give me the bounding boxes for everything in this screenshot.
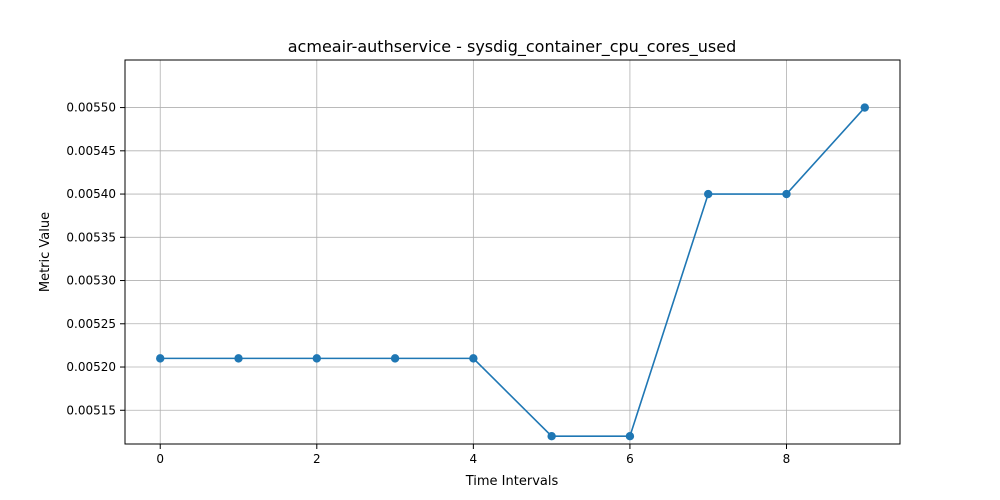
- y-tick-label: 0.00515: [66, 403, 116, 417]
- y-tick-label: 0.00540: [66, 187, 116, 201]
- y-tick-label: 0.00535: [66, 230, 116, 244]
- plot-area-frame: [124, 59, 901, 445]
- y-tick-label: 0.00530: [66, 274, 116, 288]
- data-point: [860, 103, 869, 112]
- y-tick-label: 0.00520: [66, 360, 116, 374]
- series-line: [160, 107, 866, 438]
- data-point: [469, 354, 478, 363]
- x-tick-label: 2: [313, 452, 321, 466]
- data-point: [782, 189, 791, 199]
- grid-layer: [125, 60, 900, 444]
- data-point: [625, 432, 635, 441]
- data-point: [312, 354, 321, 363]
- y-axis-label: Metric Value: [38, 212, 53, 292]
- x-axis-label: Time Intervals: [465, 474, 559, 489]
- x-tick-label: 8: [783, 452, 791, 466]
- x-tick-label: 0: [156, 452, 164, 466]
- series-layer: [156, 103, 869, 441]
- data-point: [704, 189, 713, 199]
- y-tick-label: 0.00550: [66, 101, 116, 115]
- data-point: [234, 354, 243, 363]
- data-point: [547, 432, 556, 441]
- y-axis-ticks: 0.00515 0.00520 0.00525 0.00530 0.00535 0.005…: [66, 101, 125, 417]
- x-tick-label: 6: [626, 452, 634, 466]
- y-tick-label: 0.00545: [66, 144, 116, 158]
- y-tick-label: 0.00525: [66, 317, 116, 331]
- data-point: [156, 354, 165, 363]
- x-tick-label: 4: [470, 452, 478, 466]
- data-point: [390, 354, 400, 363]
- x-axis-ticks: 0 2 4 6 8: [156, 444, 790, 466]
- chart-title: acmeair-authservice - sysdig_container_c…: [288, 37, 737, 57]
